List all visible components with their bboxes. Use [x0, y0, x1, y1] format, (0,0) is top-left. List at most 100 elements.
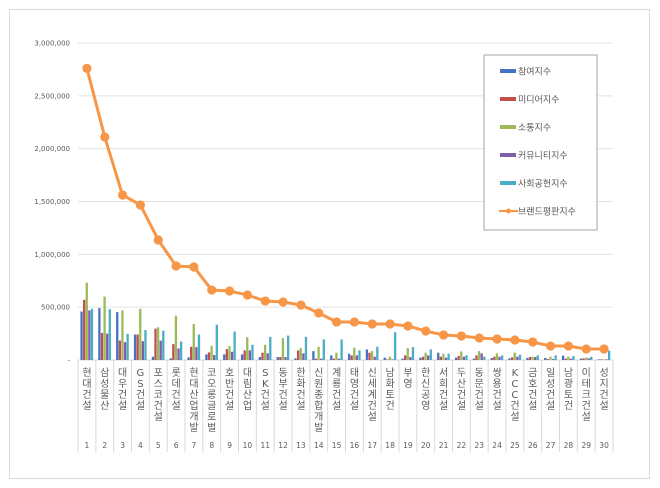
bar-미디어지수-27	[546, 359, 549, 360]
rank-label: 19	[403, 441, 413, 450]
bar-소통지수-16	[353, 347, 356, 360]
bar-소통지수-26	[531, 356, 534, 360]
bar-참여지수-1	[80, 311, 83, 360]
bar-참여지수-10	[240, 354, 244, 360]
bar-커뮤니티지수-19	[409, 357, 412, 360]
bar-참여지수-12	[276, 357, 279, 360]
point-브랜드평판지수-3	[117, 190, 128, 200]
bar-사회공헌지수-22	[465, 355, 468, 360]
bar-소통지수-29	[584, 357, 588, 360]
bar-미디어지수-8	[207, 352, 211, 360]
rank-label: 21	[439, 441, 449, 450]
legend-box	[483, 54, 598, 231]
point-브랜드평판지수-17	[367, 319, 377, 329]
point-브랜드평판지수-16	[349, 317, 360, 327]
bar-참여지수-22	[454, 357, 458, 360]
bar-사회공헌지수-13	[304, 336, 308, 360]
bar-소통지수-12	[281, 338, 285, 360]
bar-소통지수-1	[85, 282, 88, 360]
bar-커뮤니티지수-30	[605, 359, 608, 360]
chart-frame	[9, 9, 650, 479]
legend-marker	[506, 208, 511, 214]
bar-미디어지수-29	[582, 358, 585, 360]
rank-label: 18	[385, 441, 395, 450]
rank-label: 20	[421, 441, 431, 450]
bar-참여지수-3	[116, 312, 119, 360]
rank-label: 8	[209, 441, 214, 450]
bar-사회공헌지수-25	[518, 354, 522, 360]
bar-커뮤니티지수-15	[337, 358, 341, 360]
bar-소통지수-9	[228, 346, 231, 360]
rank-label: 24	[492, 441, 502, 450]
bar-소통지수-18	[388, 356, 392, 360]
bar-소통지수-3	[121, 310, 124, 360]
bar-미디어지수-13	[297, 350, 300, 360]
point-브랜드평판지수-27	[545, 341, 556, 351]
legend-swatch-소통지수	[500, 125, 516, 129]
legend-label: 미디어지수	[518, 95, 559, 106]
bar-사회공헌지수-21	[447, 353, 450, 360]
bar-커뮤니티지수-4	[141, 341, 145, 360]
point-브랜드평판지수-24	[492, 334, 502, 344]
point-브랜드평판지수-5	[153, 235, 163, 245]
bar-소통지수-14	[317, 346, 320, 360]
rank-label: 27	[546, 441, 556, 450]
bar-커뮤니티지수-26	[534, 357, 537, 360]
bar-커뮤니티지수-5	[159, 340, 162, 360]
bar-미디어지수-12	[279, 357, 282, 360]
bar-참여지수-9	[223, 354, 226, 360]
bar-소통지수-6	[174, 315, 178, 360]
bar-소통지수-10	[246, 337, 249, 360]
bar-미디어지수-25	[511, 357, 514, 360]
bar-커뮤니티지수-21	[444, 357, 448, 360]
bar-참여지수-7	[187, 357, 190, 360]
rank-label: 13	[296, 441, 306, 450]
rank-label: 1	[85, 441, 90, 450]
bar-소통지수-11	[263, 344, 267, 360]
point-브랜드평판지수-13	[296, 300, 306, 310]
bar-참여지수-11	[258, 357, 262, 360]
bar-커뮤니티지수-6	[177, 348, 180, 360]
bar-커뮤니티지수-12	[284, 357, 287, 360]
bar-사회공헌지수-23	[483, 356, 486, 360]
bar-참여지수-20	[419, 357, 422, 360]
bar-사회공헌지수-14	[322, 339, 325, 360]
bar-참여지수-17	[365, 349, 369, 360]
bar-소통지수-4	[139, 308, 142, 360]
bar-미디어지수-1	[83, 299, 86, 360]
point-브랜드평판지수-23	[474, 333, 484, 343]
bar-참여지수-6	[169, 358, 172, 360]
bar-커뮤니티지수-11	[266, 353, 269, 360]
point-브랜드평판지수-12	[278, 297, 288, 307]
bar-소통지수-5	[156, 327, 160, 360]
rank-label: 23	[474, 441, 484, 450]
bar-사회공헌지수-15	[340, 339, 343, 360]
bar-소통지수-2	[103, 296, 106, 360]
bar-커뮤니티지수-8	[213, 355, 216, 360]
bar-참여지수-18	[383, 357, 386, 360]
rank-label: 16	[350, 441, 360, 450]
bar-참여지수-21	[437, 352, 440, 360]
bar-참여지수-29	[579, 358, 583, 360]
bar-커뮤니티지수-13	[302, 353, 305, 360]
bar-커뮤니티지수-14	[320, 358, 323, 360]
bar-미디어지수-9	[225, 349, 228, 360]
bar-소통지수-20	[424, 352, 427, 360]
bar-미디어지수-19	[404, 355, 407, 360]
